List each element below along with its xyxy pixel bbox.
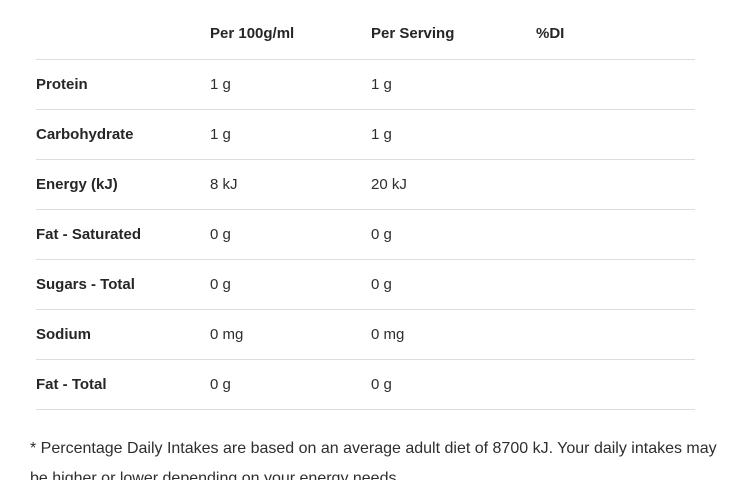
table-row: Carbohydrate 1 g 1 g	[36, 109, 695, 160]
table-row: Fat - Saturated 0 g 0 g	[36, 209, 695, 260]
nutrient-label: Sodium	[36, 309, 210, 360]
table-row: Energy (kJ) 8 kJ 20 kJ	[36, 159, 695, 210]
nutrition-table: Per 100g/ml Per Serving %DI Protein 1 g …	[36, 10, 695, 410]
column-header-blank	[36, 10, 210, 60]
per-100-value: 8 kJ	[210, 159, 371, 210]
column-header-per-serving: Per Serving	[371, 10, 536, 60]
di-value	[536, 109, 695, 160]
per-serving-value: 1 g	[371, 109, 536, 160]
header-row: Per 100g/ml Per Serving %DI	[36, 10, 695, 60]
per-serving-value: 20 kJ	[371, 159, 536, 210]
nutrient-label: Carbohydrate	[36, 109, 210, 160]
table-row: Fat - Total 0 g 0 g	[36, 359, 695, 410]
nutrient-label: Energy (kJ)	[36, 159, 210, 210]
per-100-value: 0 mg	[210, 309, 371, 360]
di-value	[536, 359, 695, 410]
per-serving-value: 0 g	[371, 359, 536, 410]
nutrient-label: Sugars - Total	[36, 259, 210, 310]
nutrient-label: Protein	[36, 59, 210, 110]
per-100-value: 0 g	[210, 259, 371, 310]
per-serving-value: 0 g	[371, 209, 536, 260]
per-100-value: 0 g	[210, 359, 371, 410]
per-serving-value: 1 g	[371, 59, 536, 110]
per-serving-value: 0 mg	[371, 309, 536, 360]
table-row: Protein 1 g 1 g	[36, 59, 695, 110]
daily-intake-footnote: * Percentage Daily Intakes are based on …	[30, 440, 717, 480]
per-100-value: 1 g	[210, 109, 371, 160]
table-row: Sugars - Total 0 g 0 g	[36, 259, 695, 310]
nutrient-label: Fat - Saturated	[36, 209, 210, 260]
di-value	[536, 259, 695, 310]
per-100-value: 0 g	[210, 209, 371, 260]
per-100-value: 1 g	[210, 59, 371, 110]
table-header: Per 100g/ml Per Serving %DI	[36, 10, 695, 60]
column-header-di: %DI	[536, 10, 695, 60]
di-value	[536, 59, 695, 110]
per-serving-value: 0 g	[371, 259, 536, 310]
table-row: Sodium 0 mg 0 mg	[36, 309, 695, 360]
di-value	[536, 209, 695, 260]
di-value	[536, 309, 695, 360]
di-value	[536, 159, 695, 210]
nutrient-label: Fat - Total	[36, 359, 210, 410]
column-header-per-100: Per 100g/ml	[210, 10, 371, 60]
table-body: Protein 1 g 1 g Carbohydrate 1 g 1 g Ene…	[36, 59, 695, 410]
